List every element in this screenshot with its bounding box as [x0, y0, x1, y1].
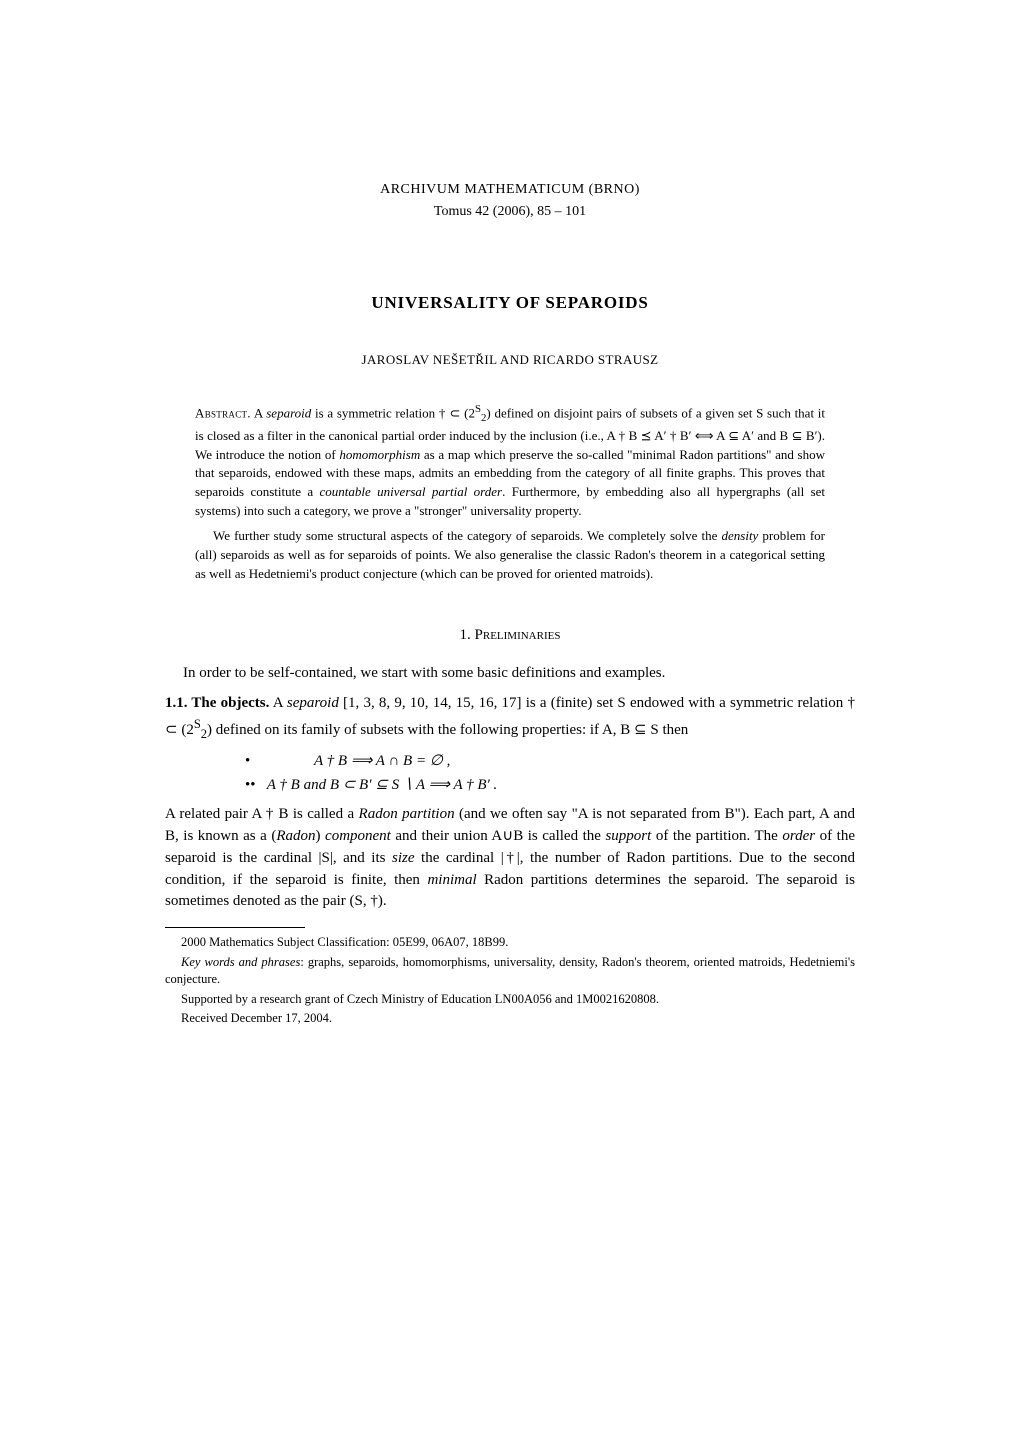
- bullet-1: •: [245, 753, 250, 769]
- abstract-text: We further study some structural aspects…: [213, 528, 722, 543]
- body-text: of the partition. The: [651, 828, 782, 844]
- footnote-support: Supported by a research grant of Czech M…: [165, 991, 855, 1009]
- binom-top: 2: [186, 722, 194, 738]
- term-density: density: [722, 528, 759, 543]
- term-support: support: [605, 828, 651, 844]
- term-size: size: [392, 850, 415, 866]
- term-separoid: separoid: [266, 405, 311, 420]
- binom-sup: S: [194, 717, 201, 731]
- footnote-keywords: Key words and phrases: graphs, separoids…: [165, 954, 855, 989]
- footnotes: 2000 Mathematics Subject Classification:…: [165, 934, 855, 1028]
- msc-value: : 05E99, 06A07, 18B99.: [386, 935, 508, 949]
- abstract-para-2: We further study some structural aspects…: [195, 527, 825, 584]
- paper-title: UNIVERSALITY OF SEPAROIDS: [165, 291, 855, 316]
- body-paragraph: A related pair A † B is called a Radon p…: [165, 804, 855, 913]
- subsection-label: 1.1. The objects.: [165, 695, 269, 711]
- section-1-intro: In order to be self-contained, we start …: [165, 663, 855, 685]
- equation-2: A † B and B ⊂ B′ ⊆ S ∖ A ⟹ A † B′ .: [267, 777, 498, 793]
- bullet-2: ••: [245, 777, 256, 793]
- body-text: ) defined on its family of subsets with …: [207, 722, 688, 738]
- term-separoid: separoid: [287, 695, 339, 711]
- body-text: A: [269, 695, 287, 711]
- msc-label: 2000 Mathematics Subject Classification: [181, 935, 386, 949]
- body-text: and their union A∪B is called the: [391, 828, 606, 844]
- section-1-heading: 1. Preliminaries: [165, 625, 855, 647]
- journal-header: ARCHIVUM MATHEMATICUM (BRNO) Tomus 42 (2…: [165, 180, 855, 223]
- kwp-label: Key words and phrases: [181, 955, 300, 969]
- properties-equations: • A † B ⟹ A ∩ B = ∅ , •• A † B and B ⊂ B…: [245, 751, 855, 797]
- abstract-text: is a symmetric relation † ⊂ (: [311, 405, 468, 420]
- term-radon-partition: Radon partition: [359, 806, 455, 822]
- journal-name: ARCHIVUM MATHEMATICUM (BRNO): [165, 180, 855, 200]
- authors: JAROSLAV NEŠETŘIL AND RICARDO STRAUSZ: [165, 351, 855, 370]
- term-order: order: [782, 828, 815, 844]
- term-minimal: minimal: [427, 872, 476, 888]
- footnote-received: Received December 17, 2004.: [165, 1010, 855, 1028]
- abstract-text: A: [254, 405, 266, 420]
- journal-issue: Tomus 42 (2006), 85 – 101: [165, 202, 855, 222]
- subsection-1-1: 1.1. The objects. A separoid [1, 3, 8, 9…: [165, 693, 855, 743]
- footnote-rule: [165, 927, 305, 928]
- body-text: ): [316, 828, 326, 844]
- term-cupo: countable universal partial order: [320, 484, 503, 499]
- term-homomorphism: homomorphism: [339, 447, 420, 462]
- equation-line-2: •• A † B and B ⊂ B′ ⊆ S ∖ A ⟹ A † B′ .: [245, 775, 855, 797]
- term-radon: Radon: [276, 828, 315, 844]
- footnote-msc: 2000 Mathematics Subject Classification:…: [165, 934, 855, 952]
- term-component: component: [325, 828, 391, 844]
- body-text: A related pair A † B is called a: [165, 806, 359, 822]
- equation-1: A † B ⟹ A ∩ B = ∅ ,: [314, 753, 450, 769]
- abstract: Abstract. A separoid is a symmetric rela…: [195, 402, 825, 583]
- abstract-para-1: Abstract. A separoid is a symmetric rela…: [195, 402, 825, 521]
- equation-line-1: • A † B ⟹ A ∩ B = ∅ ,: [245, 751, 855, 773]
- abstract-label: Abstract.: [195, 405, 251, 420]
